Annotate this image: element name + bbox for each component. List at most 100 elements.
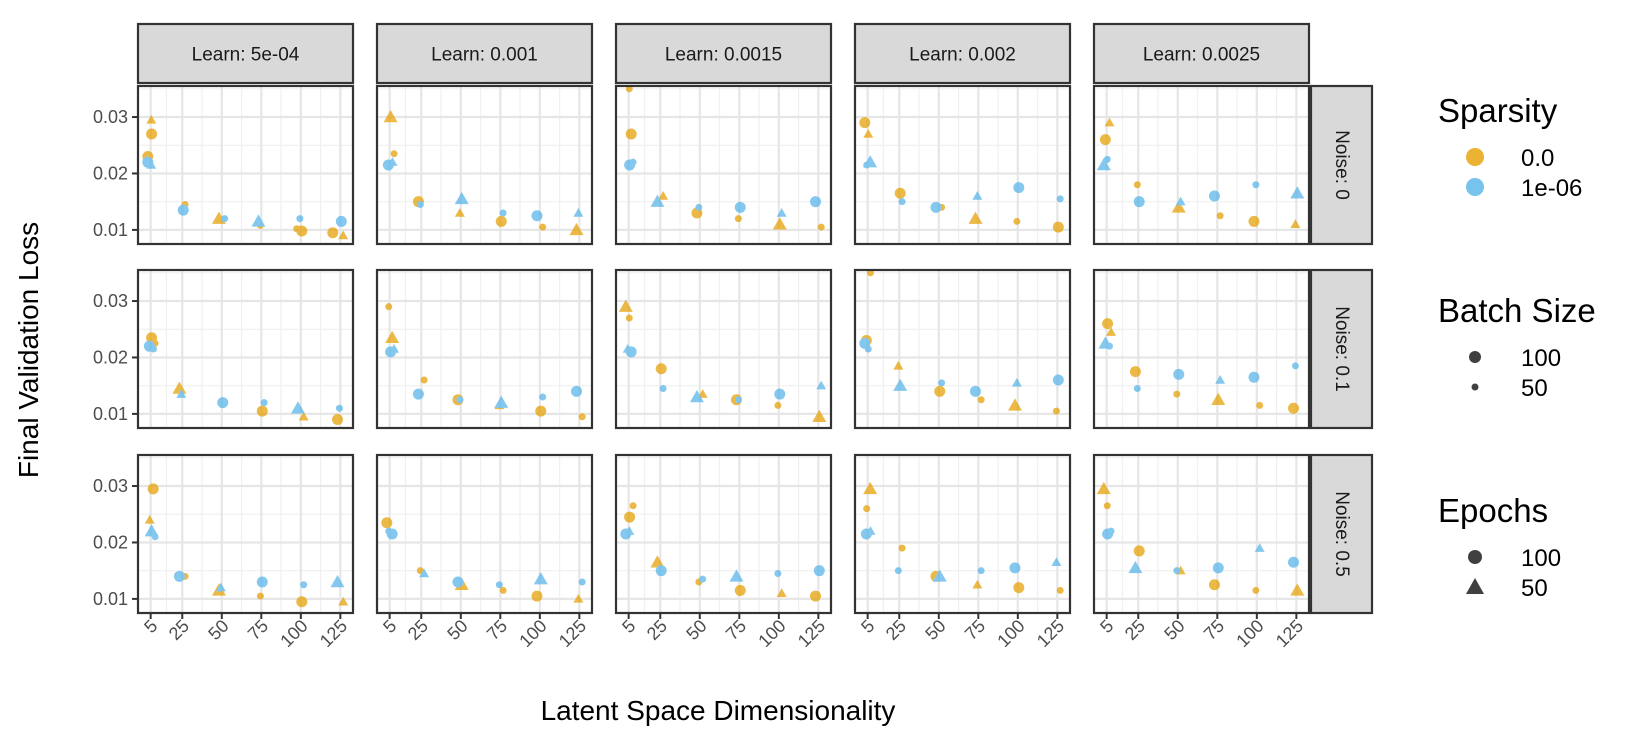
data-point-1e-06 bbox=[454, 191, 469, 205]
data-point-1e-06 bbox=[1291, 362, 1299, 370]
facet-panel-r0-c3 bbox=[855, 86, 1070, 245]
data-point-1e-06 bbox=[296, 215, 304, 223]
data-point-1e-06 bbox=[571, 385, 583, 397]
data-point-1e-06 bbox=[456, 396, 464, 404]
row-strip-label: Noise: 0.5 bbox=[1331, 491, 1352, 577]
data-point-1e-06 bbox=[256, 576, 268, 588]
panel-border bbox=[1092, 84, 1311, 246]
data-point-1e-06 bbox=[864, 345, 872, 353]
data-point-1e-06 bbox=[776, 207, 787, 217]
data-point-0.0 bbox=[256, 405, 268, 417]
data-point-0.0 bbox=[338, 596, 349, 606]
data-point-1e-06 bbox=[1051, 557, 1062, 566]
data-point-0.0 bbox=[776, 588, 787, 597]
panel-border bbox=[375, 453, 594, 615]
legend-key-sparsity bbox=[1466, 148, 1484, 166]
data-point-1e-06 bbox=[573, 207, 584, 217]
data-point-0.0 bbox=[625, 314, 633, 322]
data-point-1e-06 bbox=[176, 389, 187, 398]
data-point-0.0 bbox=[894, 187, 906, 199]
data-point-1e-06 bbox=[217, 397, 229, 409]
data-point-1e-06 bbox=[1133, 385, 1141, 392]
y-tick-label: 0.03 bbox=[93, 476, 128, 496]
legend-label-epochs: 100 bbox=[1521, 545, 1561, 572]
column-strip-label: Learn: 0.001 bbox=[431, 45, 538, 66]
y-tick-label: 0.01 bbox=[93, 589, 128, 609]
data-point-1e-06 bbox=[1133, 196, 1145, 208]
data-point-1e-06 bbox=[863, 155, 878, 168]
data-point-0.0 bbox=[1173, 390, 1181, 398]
data-point-0.0 bbox=[812, 409, 827, 422]
data-point-1e-06 bbox=[416, 201, 424, 208]
data-point-0.0 bbox=[147, 483, 159, 495]
data-point-0.0 bbox=[629, 502, 637, 510]
panel-background bbox=[138, 86, 353, 244]
data-point-0.0 bbox=[420, 376, 428, 384]
facet-panel-r2-c3 bbox=[855, 455, 1070, 614]
legend-key-epochs bbox=[1466, 578, 1484, 594]
panel-border bbox=[136, 268, 355, 430]
column-strip-label: Learn: 0.0015 bbox=[665, 45, 782, 66]
data-point-0.0 bbox=[569, 222, 584, 236]
data-point-1e-06 bbox=[810, 196, 822, 208]
data-point-1e-06 bbox=[452, 576, 464, 588]
row-strip bbox=[1309, 453, 1374, 615]
data-point-1e-06 bbox=[531, 210, 543, 222]
data-point-0.0 bbox=[972, 579, 983, 589]
data-point-1e-06 bbox=[932, 569, 947, 582]
data-point-1e-06 bbox=[1212, 562, 1224, 574]
panel-border bbox=[136, 84, 355, 246]
legend: Sparsity 0.0 1e-06 Batch Size 100 50 Epochs 100… bbox=[1438, 92, 1596, 602]
data-point-1e-06 bbox=[699, 575, 707, 583]
data-point-0.0 bbox=[1102, 318, 1114, 330]
data-point-1e-06 bbox=[1009, 562, 1021, 574]
data-point-1e-06 bbox=[655, 565, 667, 577]
data-point-0.0 bbox=[1133, 545, 1145, 557]
panel-background bbox=[377, 270, 592, 428]
data-point-1e-06 bbox=[1290, 186, 1305, 199]
panel-border bbox=[1092, 268, 1311, 430]
data-point-0.0 bbox=[625, 128, 637, 140]
column-strip bbox=[614, 22, 833, 85]
data-point-1e-06 bbox=[774, 570, 782, 577]
data-point-1e-06 bbox=[1052, 374, 1064, 386]
panel-background bbox=[855, 86, 1070, 244]
data-point-1e-06 bbox=[1173, 567, 1181, 575]
panel-border bbox=[614, 268, 833, 430]
data-point-1e-06 bbox=[389, 344, 400, 353]
data-point-1e-06 bbox=[893, 378, 908, 391]
data-point-1e-06 bbox=[734, 396, 742, 404]
panel-background bbox=[855, 270, 1070, 428]
data-point-1e-06 bbox=[1252, 181, 1260, 189]
data-point-1e-06 bbox=[300, 581, 308, 589]
data-point-1e-06 bbox=[335, 404, 343, 412]
column-strip bbox=[1092, 22, 1311, 85]
data-point-0.0 bbox=[893, 360, 904, 370]
y-tick-label: 0.01 bbox=[93, 220, 128, 240]
data-points bbox=[142, 85, 1305, 608]
data-point-0.0 bbox=[1104, 117, 1115, 127]
data-point-1e-06 bbox=[1254, 543, 1265, 552]
data-point-1e-06 bbox=[813, 565, 825, 577]
data-point-0.0 bbox=[658, 191, 669, 200]
data-point-0.0 bbox=[1171, 200, 1186, 213]
data-point-0.0 bbox=[863, 505, 871, 513]
data-point-1e-06 bbox=[1098, 336, 1113, 349]
data-point-1e-06 bbox=[1288, 556, 1300, 568]
data-point-0.0 bbox=[1052, 221, 1064, 233]
data-point-1e-06 bbox=[629, 158, 637, 166]
panel-background bbox=[138, 270, 353, 428]
panel-background bbox=[377, 455, 592, 613]
panel-background bbox=[1094, 455, 1309, 613]
panel-border bbox=[375, 268, 594, 430]
x-axis-title: Latent Space Dimensionality bbox=[541, 695, 896, 726]
data-point-1e-06 bbox=[412, 388, 424, 400]
facet-panel-r1-c3 bbox=[855, 270, 1070, 429]
data-point-1e-06 bbox=[1013, 182, 1025, 194]
data-point-0.0 bbox=[898, 544, 906, 552]
y-tick-label: 0.02 bbox=[93, 532, 128, 552]
data-point-0.0 bbox=[385, 303, 393, 311]
facet-panel-r1-c2 bbox=[616, 270, 831, 429]
column-strip-label: Learn: 5e-04 bbox=[192, 45, 300, 66]
panel-border bbox=[375, 84, 594, 246]
